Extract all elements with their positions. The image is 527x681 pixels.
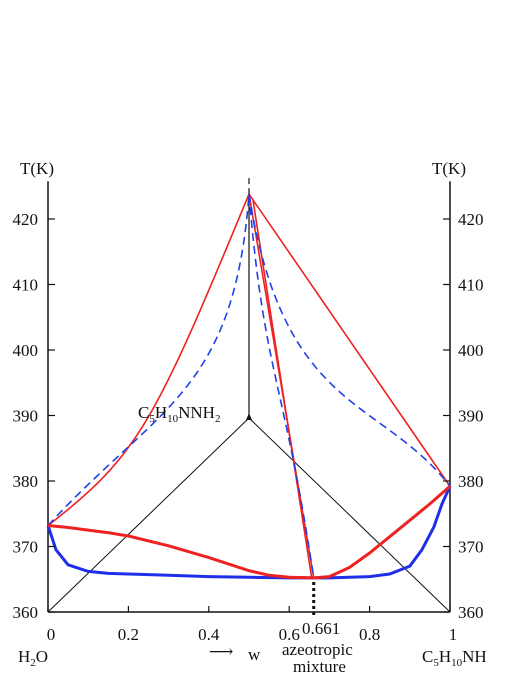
component-water-label: H2O bbox=[18, 647, 48, 669]
left-axis-tick-label: 360 bbox=[13, 603, 39, 622]
right-axis-tick-label: 410 bbox=[458, 276, 484, 295]
right-axis-tick-label: 390 bbox=[458, 407, 484, 426]
azeotrope-caption-line2: mixture bbox=[293, 657, 346, 676]
third-component-arrowhead bbox=[246, 413, 252, 420]
vapor-surface-right-edge bbox=[248, 193, 451, 487]
composition-tick-label: 1 bbox=[449, 625, 458, 644]
left-axis-tick-label: 390 bbox=[13, 407, 39, 426]
right-axis-tick-label: 360 bbox=[458, 603, 484, 622]
azeotrope-value-label: 0.661 bbox=[302, 619, 340, 638]
component-aminopiperidine-label: C5H10NNH2 bbox=[138, 403, 220, 425]
liquid-surface-right-edge bbox=[248, 193, 451, 487]
axis-ticks: 360 360 370 370 380 380 390 390 400 400 410 410 420 4… bbox=[13, 210, 484, 644]
w-axis-label: w bbox=[248, 645, 261, 664]
right-axis-title: T(K) bbox=[432, 159, 466, 178]
w-axis-arrow: ⟶ bbox=[209, 642, 233, 661]
right-axis-tick-label: 400 bbox=[458, 341, 484, 360]
composition-tick-label: 0.2 bbox=[118, 625, 139, 644]
component-piperidine-label: C5H10NH bbox=[422, 647, 487, 669]
triangle-edge-right bbox=[248, 417, 451, 613]
left-axis-tick-label: 400 bbox=[13, 341, 39, 360]
left-axis-tick-label: 380 bbox=[13, 472, 39, 491]
binary-curves bbox=[46, 485, 452, 580]
left-axis-tick-label: 410 bbox=[13, 276, 39, 295]
vapor-surface-left-edge bbox=[47, 194, 250, 527]
prism-frame bbox=[47, 174, 451, 615]
composition-tick-label: 0.6 bbox=[279, 625, 300, 644]
composition-tick-label: 0.8 bbox=[359, 625, 380, 644]
left-axis-title: T(K) bbox=[20, 159, 54, 178]
right-axis-tick-label: 370 bbox=[458, 538, 484, 557]
vapor-ridge-line bbox=[248, 194, 315, 579]
liquid-curve-binary bbox=[47, 485, 451, 580]
left-axis-tick-label: 420 bbox=[13, 210, 39, 229]
composition-tick-label: 0.4 bbox=[198, 625, 220, 644]
azeotrope-caption-line1: azeotropic bbox=[282, 640, 353, 659]
left-axis-tick-label: 370 bbox=[13, 538, 39, 557]
right-axis-tick-label: 420 bbox=[458, 210, 484, 229]
right-axis-tick-label: 380 bbox=[458, 472, 484, 491]
boiling-surfaces bbox=[47, 193, 451, 579]
composition-tick-label: 0 bbox=[47, 625, 56, 644]
liquid-surface-left-edge bbox=[47, 193, 250, 527]
triangle-edge-left bbox=[47, 417, 250, 613]
liquid-ridge-line-2 bbox=[252, 199, 313, 579]
